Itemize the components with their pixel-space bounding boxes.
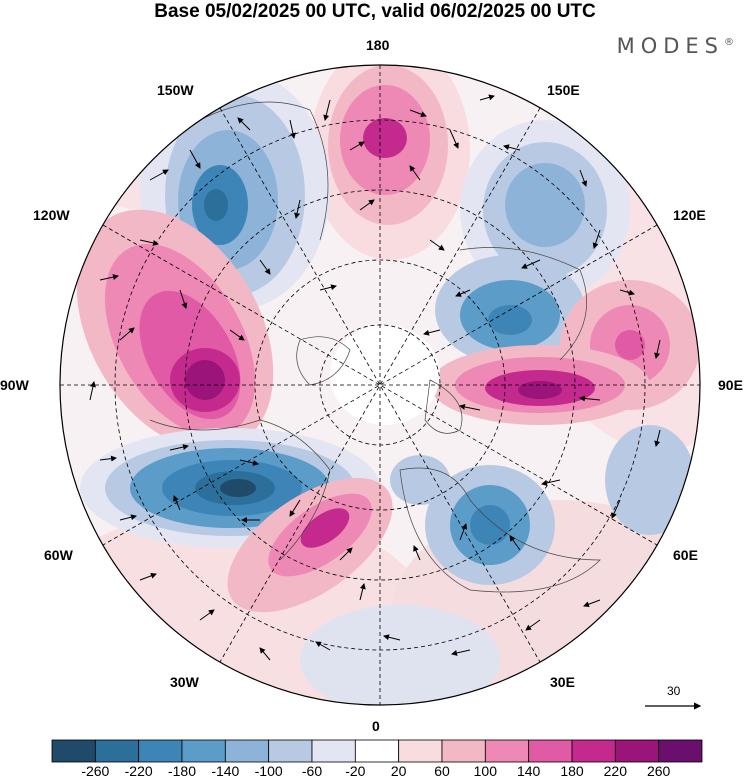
lon-label-30e: 30E <box>550 674 575 690</box>
lon-label-120w: 120W <box>33 207 70 223</box>
lon-label-30w: 30W <box>170 674 199 690</box>
colorbar-labels: -260 -220 -180 -140 -100 -60 -20 20 60 100 140 180 2… <box>0 763 750 783</box>
colorbar-swatch <box>181 739 226 763</box>
colorbar-tick-label: 180 <box>560 763 584 779</box>
colorbar-tick-label: -60 <box>301 763 323 779</box>
lon-label-90e: 90E <box>718 377 743 393</box>
colorbar-swatch <box>354 739 400 763</box>
modes-logo: MODES® <box>617 34 734 58</box>
wind-vectors <box>89 94 661 661</box>
colorbar-tick-label: -180 <box>167 763 197 779</box>
colorbar-tick-label: -100 <box>254 763 283 779</box>
colorbar-swatch <box>224 739 270 763</box>
graticule <box>60 65 700 705</box>
lon-label-60e: 60E <box>673 547 698 563</box>
lon-label-180: 180 <box>366 37 390 53</box>
lon-label-60w: 60W <box>44 547 73 563</box>
colorbar-tick-label: 20 <box>390 763 407 779</box>
brand-text: MODES <box>616 34 724 58</box>
colorbar-tick-label: 260 <box>646 763 671 779</box>
colorbar-swatch <box>138 739 183 763</box>
colorbar-tick-label: 140 <box>516 763 541 779</box>
lon-label-150e: 150E <box>547 82 580 98</box>
colorbar-swatch <box>528 739 573 763</box>
lon-label-0: 0 <box>372 718 380 734</box>
colorbar-swatch <box>614 739 660 763</box>
colorbar-tick-label: -20 <box>345 763 366 779</box>
colorbar-tick-label: -220 <box>124 763 153 779</box>
lon-label-90w: 90W <box>0 377 29 393</box>
colorbar-swatch <box>571 739 616 763</box>
reference-vector-label: 30 <box>667 684 681 698</box>
colorbar-tick-label: -260 <box>81 763 110 779</box>
colorbar-tick-label: 100 <box>473 763 498 779</box>
colorbar-swatch <box>51 739 96 763</box>
colorbar-tick-label: 220 <box>603 763 628 779</box>
brand-mark: ® <box>724 37 734 48</box>
map-boundary <box>59 64 701 706</box>
colorbar-swatch <box>441 739 486 763</box>
lon-label-150w: 150W <box>157 82 194 98</box>
colorbar-tick-label: -140 <box>211 763 240 779</box>
colorbar-swatch <box>398 739 443 763</box>
colorbar-swatch <box>94 739 140 763</box>
map-title: Base 05/02/2025 00 UTC, valid 06/02/2025… <box>154 1 596 22</box>
colorbar-swatch <box>268 739 313 763</box>
colorbar-swatch <box>311 739 356 763</box>
colorbar-swatch <box>658 739 703 763</box>
colorbar-tick-label: 60 <box>434 763 450 779</box>
lon-label-120e: 120E <box>673 207 706 223</box>
colorbar-swatch <box>484 739 530 763</box>
